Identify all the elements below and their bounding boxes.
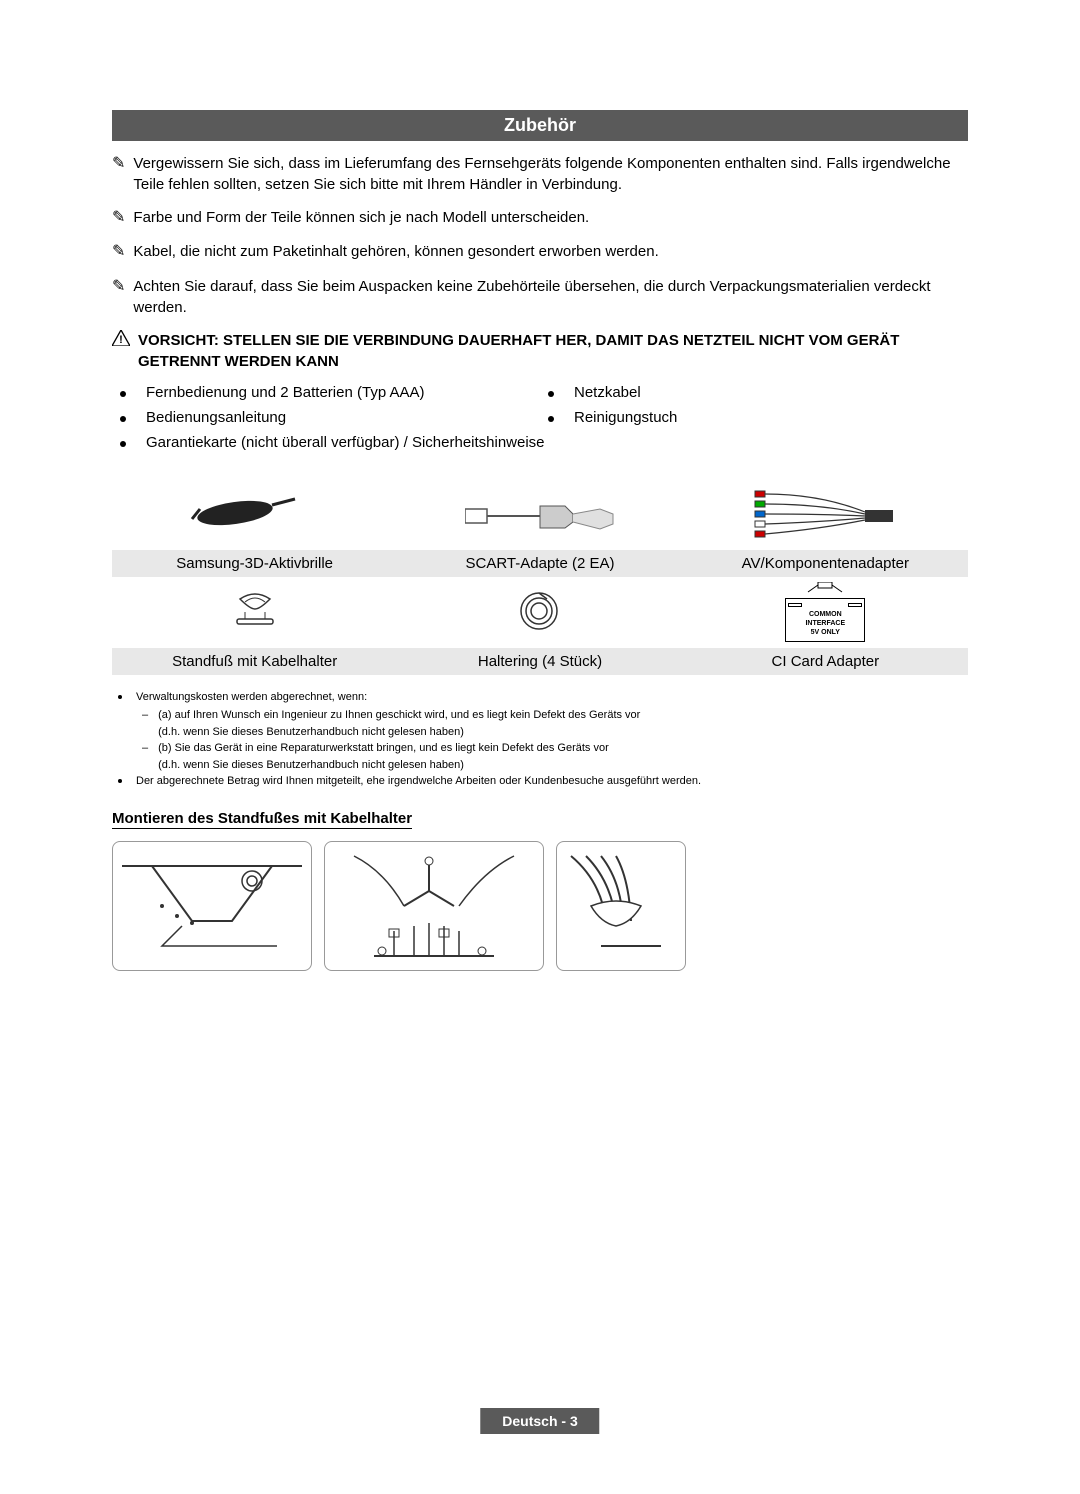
note-icon: ✎ [112,276,125,318]
note-item: ✎ Achten Sie darauf, dass Sie beim Auspa… [112,276,968,318]
note-text: Farbe und Form der Teile können sich je … [133,207,589,229]
stand-diagram-2 [324,841,544,971]
accessory-bullets: Fernbedienung und 2 Batterien (Typ AAA) … [112,384,968,459]
fp-text: (b) Sie das Gerät in eine Reparaturwerks… [158,740,609,757]
bullet-text: Fernbedienung und 2 Batterien (Typ AAA) [146,384,425,401]
fp-text: (a) auf Ihren Wunsch ein Ingenieur zu Ih… [158,707,640,724]
note-text: Kabel, die nicht zum Paketinhalt gehören… [133,241,658,263]
accessory-label: Samsung-3D-Aktivbrille [112,550,397,577]
accessory-label: AV/Komponentenadapter [683,550,968,577]
stand-holder-illustration [112,577,397,647]
subsection-title: Montieren des Standfußes mit Kabelhalter [112,810,412,829]
fp-text: Der abgerechnete Betrag wird Ihnen mitge… [136,773,701,790]
fp-text: (d.h. wenn Sie dieses Benutzerhandbuch n… [158,757,609,774]
fp-text: (d.h. wenn Sie dieses Benutzerhandbuch n… [158,724,640,741]
note-icon: ✎ [112,153,125,195]
bullet-item: Garantiekarte (nicht überall verfügbar) … [112,434,968,451]
note-icon: ✎ [112,207,125,229]
ci-adapter-illustration: COMMON INTERFACE 5V ONLY [683,577,968,647]
scart-illustration [397,479,682,549]
fine-print: Verwaltungskosten werden abgerechnet, we… [112,689,968,790]
accessory-label: SCART-Adapte (2 EA) [397,550,682,577]
accessory-grid: Samsung-3D-Aktivbrille SCART-Adapte (2 E… [112,479,968,675]
accessory-label: Haltering (4 Stück) [397,648,682,675]
stand-diagram-1 [112,841,312,971]
bullet-text: Bedienungsanleitung [146,409,286,426]
ring-illustration [397,577,682,647]
bullet-text: Netzkabel [574,384,641,401]
section-header: Zubehör [112,110,968,141]
note-text: Achten Sie darauf, dass Sie beim Auspack… [133,276,968,318]
ci-line2: 5V ONLY [788,628,862,637]
note-item: ✎ Kabel, die nicht zum Paketinhalt gehör… [112,241,968,263]
accessory-label: Standfuß mit Kabelhalter [112,648,397,675]
note-item: ✎ Farbe und Form der Teile können sich j… [112,207,968,229]
glasses-illustration [112,479,397,549]
ci-line1: COMMON INTERFACE [788,610,862,628]
fp-text: Verwaltungskosten werden abgerechnet, we… [136,689,367,706]
page-footer: Deutsch - 3 [480,1408,599,1434]
svg-text:!: ! [119,334,123,346]
stand-diagram-3 [556,841,686,971]
caution-row: ! VORSICHT: STELLEN SIE DIE VERBINDUNG D… [112,330,968,372]
note-icon: ✎ [112,241,125,263]
diagram-row [112,841,968,971]
warning-icon: ! [112,330,130,351]
bullet-item: Reinigungstuch [540,409,968,426]
bullet-item: Netzkabel [540,384,968,401]
caution-text: VORSICHT: STELLEN SIE DIE VERBINDUNG DAU… [138,330,968,372]
accessory-label: CI Card Adapter [683,648,968,675]
bullet-text: Reinigungstuch [574,409,677,426]
note-item: ✎ Vergewissern Sie sich, dass im Lieferu… [112,153,968,195]
av-adapter-illustration [683,479,968,549]
bullet-item: Bedienungsanleitung [112,409,540,426]
note-text: Vergewissern Sie sich, dass im Lieferumf… [133,153,968,195]
bullet-text: Garantiekarte (nicht überall verfügbar) … [146,434,545,451]
bullet-item: Fernbedienung und 2 Batterien (Typ AAA) [112,384,540,401]
ci-card-box: COMMON INTERFACE 5V ONLY [785,598,865,642]
